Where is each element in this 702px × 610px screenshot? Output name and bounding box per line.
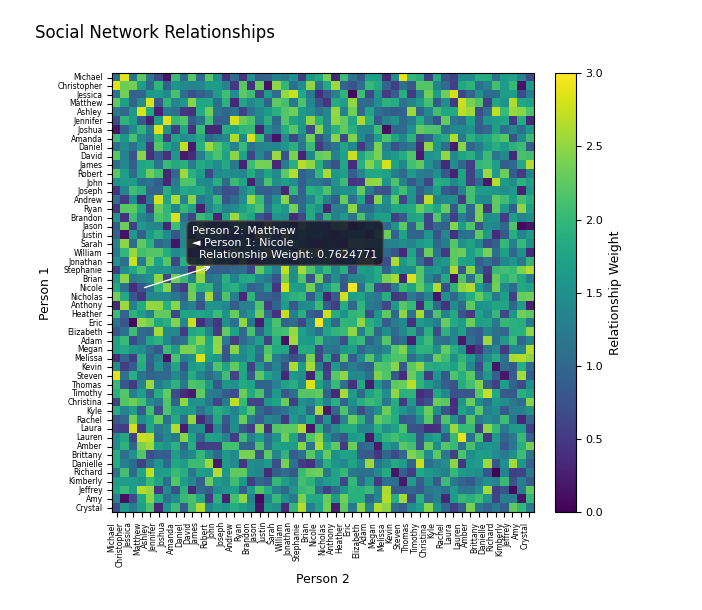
Y-axis label: Relationship Weight: Relationship Weight bbox=[609, 231, 622, 355]
Text: Social Network Relationships: Social Network Relationships bbox=[35, 24, 275, 43]
Text: Person 2: Matthew
◄ Person 1: Nicole
  Relationship Weight: 0.7624771: Person 2: Matthew ◄ Person 1: Nicole Rel… bbox=[145, 226, 378, 287]
X-axis label: Person 2: Person 2 bbox=[296, 573, 350, 586]
Y-axis label: Person 1: Person 1 bbox=[39, 266, 52, 320]
